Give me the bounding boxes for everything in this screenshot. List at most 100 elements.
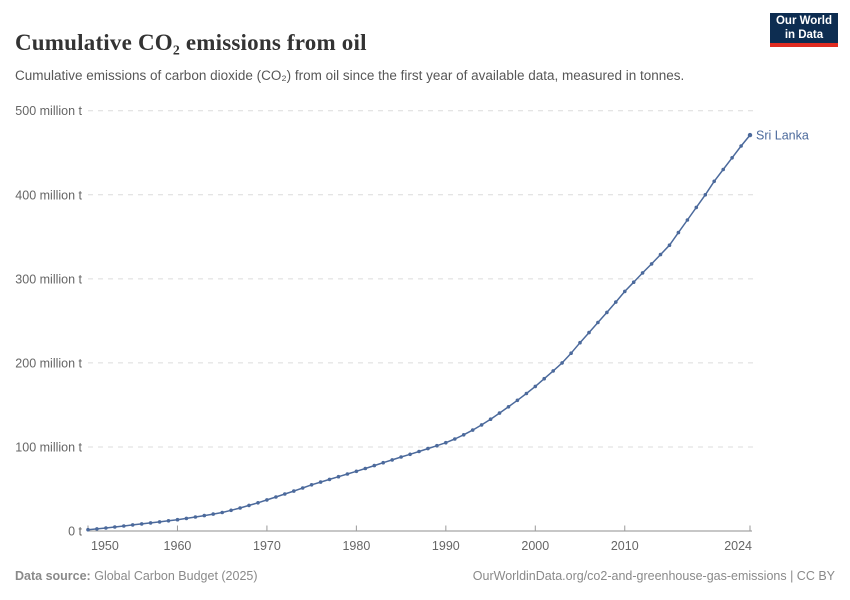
series-point: [587, 330, 591, 335]
series-point: [453, 437, 457, 441]
series-point: [623, 289, 627, 294]
series-point: [703, 193, 708, 197]
series-point: [506, 405, 511, 409]
series-point: [399, 455, 403, 459]
x-tick-label: 1980: [342, 539, 370, 553]
series-point: [157, 520, 162, 524]
data-source-value: Global Carbon Budget (2025): [94, 569, 258, 583]
series-point: [381, 460, 386, 465]
x-tick-label: 1960: [164, 539, 192, 553]
series-point: [256, 501, 260, 505]
series-point: [694, 205, 699, 210]
series-point: [274, 495, 278, 499]
series-point: [461, 433, 466, 437]
series-point: [605, 310, 609, 315]
series-point: [265, 498, 269, 502]
series-point: [524, 391, 529, 396]
data-source-label: Data source:: [15, 569, 91, 583]
x-tick-label: 1990: [432, 539, 460, 553]
series-point: [515, 398, 520, 403]
series-point: [327, 477, 332, 482]
x-tick-label: 2024: [724, 539, 752, 553]
series-point: [578, 340, 582, 345]
series-point: [202, 513, 207, 518]
series-point: [730, 156, 734, 160]
footer-citation-link[interactable]: OurWorldinData.org/co2-and-greenhouse-ga…: [472, 569, 835, 583]
series-point: [318, 480, 323, 484]
series-point: [220, 510, 224, 515]
series-endpoint: [747, 132, 753, 138]
series-point: [417, 449, 421, 454]
y-tick-label: 0 t: [68, 525, 82, 539]
series-point: [542, 376, 546, 381]
series-point: [300, 486, 305, 490]
x-tick-label: 1950: [91, 539, 119, 553]
owid-logo-line1: Our World: [775, 14, 832, 27]
series-point: [122, 524, 126, 528]
series-point: [658, 252, 663, 257]
series-point: [292, 489, 296, 493]
series-point: [631, 280, 636, 285]
series-point: [148, 521, 153, 525]
series-point: [372, 463, 377, 468]
series-point: [184, 516, 189, 521]
series-point: [596, 320, 600, 325]
series-point: [390, 458, 395, 462]
y-tick-label: 300 million t: [15, 272, 82, 286]
x-tick-label: 2010: [611, 539, 639, 553]
series-point: [435, 443, 439, 448]
owid-logo[interactable]: Our World in Data: [770, 13, 838, 47]
series-point: [488, 417, 493, 422]
x-tick-label: 1970: [253, 539, 281, 553]
series-point: [363, 466, 368, 471]
x-tick-label: 2000: [521, 539, 549, 553]
series-point: [667, 243, 672, 247]
series-end-label: Sri Lanka: [756, 129, 809, 143]
series-point: [211, 512, 215, 516]
series-point: [551, 369, 555, 373]
series-point: [569, 351, 573, 356]
series-point: [166, 519, 171, 523]
series-point: [444, 440, 448, 445]
series-point: [113, 525, 117, 529]
series-point: [649, 262, 654, 266]
series-point: [470, 428, 475, 432]
series-point: [685, 218, 690, 222]
page-subtitle: Cumulative emissions of carbon dioxide (…: [15, 67, 685, 83]
series-point: [86, 527, 90, 532]
series-point: [238, 506, 242, 510]
series-point: [676, 230, 681, 235]
series-point: [354, 469, 359, 474]
series-point: [104, 526, 108, 530]
series-point: [739, 144, 743, 148]
series-point: [408, 452, 412, 457]
series-point: [497, 411, 502, 415]
series-point: [640, 271, 645, 275]
series-point: [479, 423, 484, 427]
y-tick-label: 100 million t: [15, 440, 82, 454]
chart-footer: Data source: Global Carbon Budget (2025)…: [15, 569, 835, 583]
series-point: [283, 492, 287, 496]
series-point: [336, 474, 341, 479]
series-point: [614, 300, 618, 304]
series-point: [229, 508, 233, 513]
series-point: [95, 527, 99, 531]
owid-logo-line2: in Data: [784, 29, 824, 41]
series-point: [426, 446, 430, 451]
series-point: [247, 503, 251, 508]
series-point: [309, 483, 314, 487]
series-point: [175, 517, 180, 522]
y-tick-label: 400 million t: [15, 188, 82, 202]
y-tick-label: 200 million t: [15, 356, 82, 370]
series-point: [721, 167, 725, 172]
owid-logo-text: Our World in Data: [776, 14, 832, 43]
series-point: [193, 515, 198, 519]
series-point: [139, 522, 144, 526]
page-title: Cumulative CO₂ emissions from oil: [15, 30, 367, 56]
series-point: [560, 361, 564, 365]
series-point: [130, 523, 135, 527]
series-point: [712, 179, 716, 184]
y-tick-label: 500 million t: [15, 104, 82, 118]
data-source-note: Data source: Global Carbon Budget (2025): [15, 569, 258, 583]
